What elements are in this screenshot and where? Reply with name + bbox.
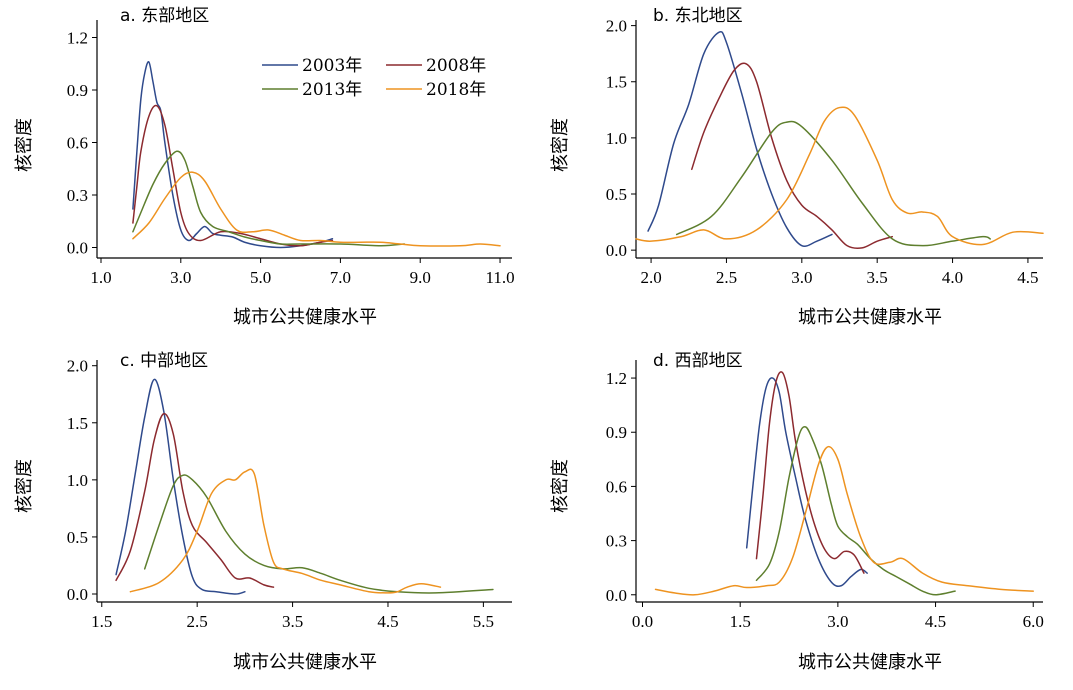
x-tick-label: 5.5 <box>473 612 494 631</box>
x-tick-label: 2.0 <box>640 268 661 287</box>
x-tick-label: 4.5 <box>925 612 946 631</box>
x-tick-label: 0.0 <box>632 612 653 631</box>
y-axis-label: 核密度 <box>14 118 35 172</box>
y-tick-label: 0.3 <box>606 532 627 551</box>
x-tick-label: 3.0 <box>827 612 848 631</box>
panel-northeast-region: 0.0 0.5 1.0 1.5 2.0 2.0 2.5 3.0 3.5 4.0 4.5 b. 东北地区… <box>550 6 1044 328</box>
x-axis-label: 城市公共健康水平 <box>233 307 377 328</box>
x-tick-label: 9.0 <box>410 268 431 287</box>
y-tick-label: 0.3 <box>67 186 88 205</box>
y-tick-label: 0.9 <box>67 81 88 100</box>
panel-central-region: 0.0 0.5 1.0 1.5 2.0 1.5 2.5 3.5 4.5 5.5 c. 中部地区核密度… <box>14 351 512 673</box>
series-line-2008 <box>115 412 275 588</box>
x-tick-label: 3.0 <box>170 268 191 287</box>
y-tick-label: 0.5 <box>67 528 88 547</box>
legend-label: 2008年 <box>426 56 486 76</box>
series-line-2013 <box>755 426 956 596</box>
legend-label: 2018年 <box>426 80 486 100</box>
x-tick-label: 4.0 <box>942 268 963 287</box>
series-line-2013 <box>132 150 406 247</box>
y-tick-label: 1.2 <box>67 29 88 48</box>
series-line-2013 <box>675 120 991 247</box>
panel-title: d. 西部地区 <box>653 351 743 371</box>
y-tick-label: 1.5 <box>606 73 627 92</box>
x-axis-label: 城市公共健康水平 <box>798 652 942 673</box>
legend: 2003年 2008年 2013年 2018年 <box>262 56 486 100</box>
y-tick-label: 0.6 <box>606 477 627 496</box>
y-tick-label: 0.0 <box>67 585 88 604</box>
series-line-2008 <box>755 371 865 574</box>
x-tick-label: 2.5 <box>716 268 737 287</box>
y-tick-label: 0.9 <box>606 423 627 442</box>
series-line-2018 <box>129 468 442 594</box>
series-line-2008 <box>691 62 894 250</box>
panel-title: a. 东部地区 <box>120 6 209 26</box>
panel-title: c. 中部地区 <box>120 351 208 371</box>
x-tick-label: 7.0 <box>330 268 351 287</box>
y-tick-label: 1.2 <box>606 369 627 388</box>
x-tick-label: 3.5 <box>282 612 303 631</box>
x-tick-label: 4.5 <box>377 612 398 631</box>
y-tick-label: 0.6 <box>67 134 88 153</box>
series-line-2018 <box>132 171 501 247</box>
series-line-2003 <box>132 61 334 249</box>
series-line-2018 <box>635 106 1044 246</box>
x-tick-label: 5.0 <box>250 268 271 287</box>
series-line-2003 <box>647 30 833 247</box>
x-tick-label: 3.5 <box>867 268 888 287</box>
y-axis-label: 核密度 <box>550 459 571 513</box>
series-line-2003 <box>115 378 246 595</box>
x-tick-label: 2.5 <box>187 612 208 631</box>
x-tick-label: 6.0 <box>1023 612 1044 631</box>
y-axis-label: 核密度 <box>550 118 571 172</box>
x-tick-label: 11.0 <box>485 268 514 287</box>
panel-title: b. 东北地区 <box>653 6 743 26</box>
y-tick-label: 1.0 <box>606 129 627 148</box>
y-tick-label: 1.0 <box>67 471 88 490</box>
x-tick-label: 1.5 <box>730 612 751 631</box>
series-line-2018 <box>654 445 1034 596</box>
x-tick-label: 1.5 <box>91 612 112 631</box>
series-line-2003 <box>745 377 868 587</box>
y-axis-label: 核密度 <box>14 459 35 513</box>
x-tick-label: 1.0 <box>90 268 111 287</box>
x-tick-label: 4.5 <box>1017 268 1038 287</box>
panel-western-region: 0.0 0.3 0.6 0.9 1.2 0.0 1.5 3.0 4.5 6.0 d. 西部地区核密度… <box>550 351 1044 673</box>
y-tick-label: 2.0 <box>67 357 88 376</box>
y-tick-label: 0.5 <box>606 185 627 204</box>
x-axis-label: 城市公共健康水平 <box>798 307 942 328</box>
x-axis-label: 城市公共健康水平 <box>233 652 377 673</box>
x-tick-label: 3.0 <box>791 268 812 287</box>
panel-eastern-region: 0.0 0.3 0.6 0.9 1.2 1.0 3.0 5.0 7.0 9.0 11.0 a. 东部地… <box>14 6 515 328</box>
y-tick-label: 0.0 <box>606 241 627 260</box>
y-tick-label: 2.0 <box>606 17 627 36</box>
y-tick-label: 1.5 <box>67 414 88 433</box>
y-tick-label: 0.0 <box>606 586 627 605</box>
legend-label: 2003年 <box>302 56 362 76</box>
legend-label: 2013年 <box>302 80 362 100</box>
y-tick-label: 0.0 <box>67 239 88 258</box>
series-line-2013 <box>143 474 494 594</box>
